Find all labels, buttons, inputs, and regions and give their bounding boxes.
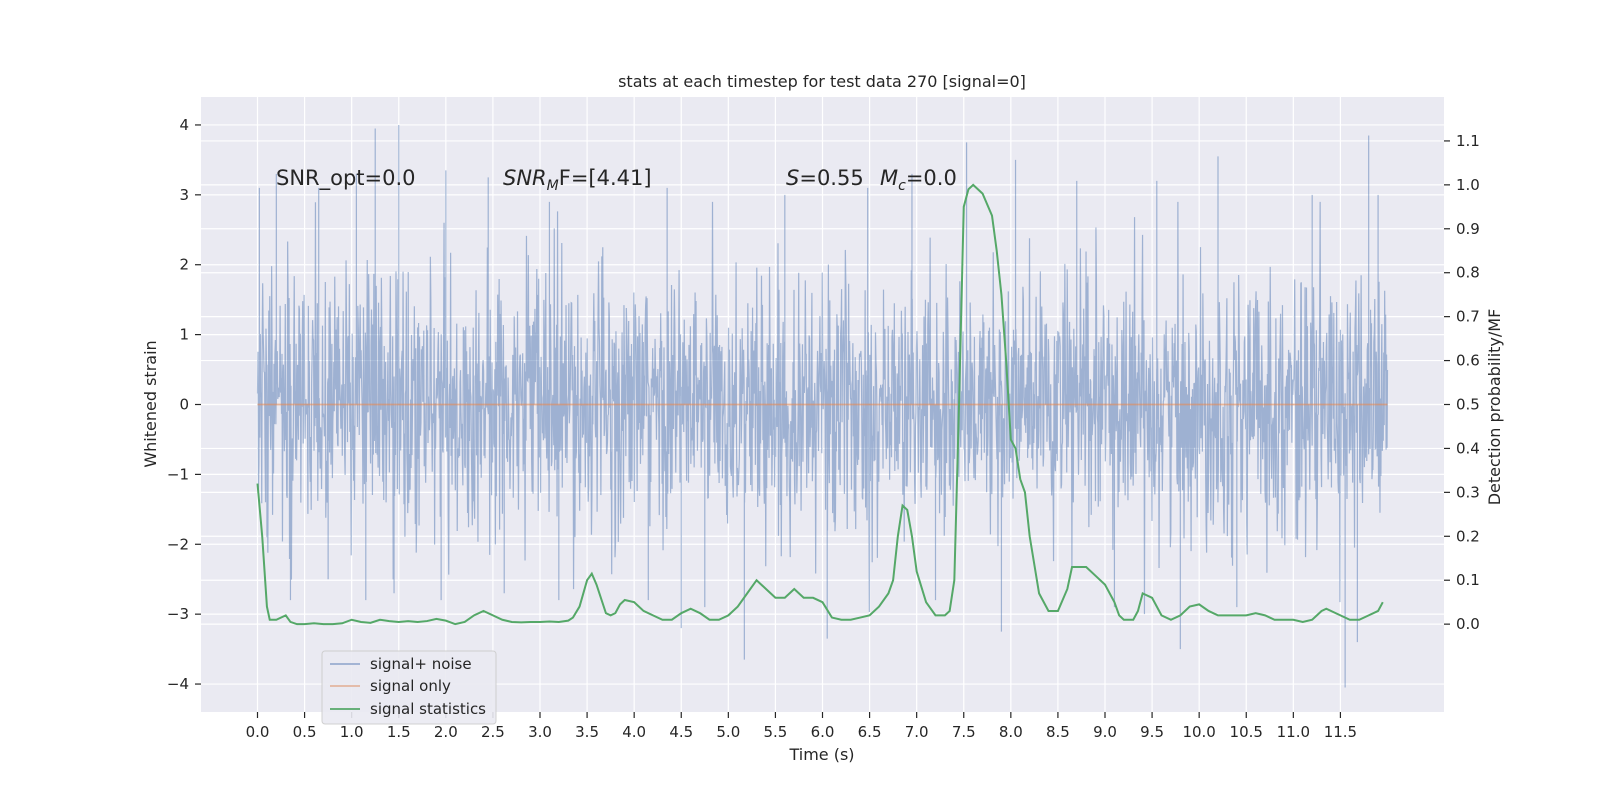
x-tick-label: 9.5 (1140, 723, 1164, 741)
s-annotation: S=0.55 (786, 166, 864, 190)
x-tick-label: 3.0 (528, 723, 552, 741)
legend: signal+ noise signal only signal statist… (321, 650, 497, 725)
snr-mf-base: SNR (503, 166, 547, 190)
s-label: S (786, 166, 799, 190)
snr-mf-subscript: M (547, 178, 559, 194)
snr-mf-rest: F=[4.41] (559, 166, 652, 190)
right-y-tick-label: 0.8 (1456, 264, 1480, 282)
right-y-axis-label: Detection probability/MF (1485, 309, 1504, 506)
x-axis-label: Time (s) (788, 745, 854, 764)
snr-mf-annotation: SNRMF=[4.41] (503, 166, 652, 194)
left-y-tick-label: 4 (179, 116, 189, 134)
x-tick-label: 1.5 (387, 723, 411, 741)
left-y-tick-label: 0 (179, 396, 189, 414)
x-tick-label: 5.0 (716, 723, 740, 741)
mc-base: M (880, 166, 898, 190)
left-y-tick-label: −4 (167, 675, 189, 693)
x-axis-ticks: 0.0 0.5 1.0 1.5 2.0 2.5 3.0 3.5 4.0 4.5 5.0 5.5 6.0 6… (246, 712, 1357, 741)
left-y-tick-label: 2 (179, 256, 189, 274)
x-tick-label: 10.0 (1182, 723, 1215, 741)
x-tick-label: 7.5 (952, 723, 976, 741)
mc-value: =0.0 (906, 166, 957, 190)
right-y-tick-label: 0.1 (1456, 571, 1480, 589)
x-tick-label: 9.0 (1093, 723, 1117, 741)
x-tick-label: 1.0 (340, 723, 364, 741)
left-y-tick-label: 3 (179, 186, 189, 204)
x-tick-label: 6.5 (858, 723, 882, 741)
left-y-tick-label: −3 (167, 605, 189, 623)
left-y-axis-label: Whitened strain (141, 340, 160, 467)
x-tick-label: 7.0 (905, 723, 929, 741)
x-tick-label: 8.0 (999, 723, 1023, 741)
legend-label-noise: signal+ noise (370, 655, 472, 673)
snr-opt-annotation: SNR_opt=0.0 (276, 166, 416, 191)
right-y-tick-label: 0.0 (1456, 615, 1480, 633)
stats-line (256, 183, 1384, 626)
legend-box (321, 650, 497, 725)
x-tick-label: 3.5 (575, 723, 599, 741)
right-y-tick-label: 0.6 (1456, 352, 1480, 370)
right-y-tick-label: 1.0 (1456, 176, 1480, 194)
x-tick-label: 4.0 (622, 723, 646, 741)
mc-subscript: c (898, 178, 906, 194)
x-tick-label: 2.0 (434, 723, 458, 741)
noise-line (256, 124, 1389, 688)
signal-statistics-series (256, 183, 1384, 626)
x-tick-label: 0.5 (293, 723, 317, 741)
chart-title: stats at each timestep for test data 270… (618, 72, 1026, 91)
mc-annotation: Mc=0.0 (880, 166, 957, 194)
legend-label-signal: signal only (370, 677, 451, 695)
x-tick-label: 2.5 (481, 723, 505, 741)
x-tick-label: 8.5 (1046, 723, 1070, 741)
x-tick-label: 11.5 (1324, 723, 1357, 741)
x-tick-label: 11.0 (1277, 723, 1310, 741)
right-y-tick-label: 0.9 (1456, 220, 1480, 238)
x-tick-label: 4.5 (669, 723, 693, 741)
signal-noise-series (256, 124, 1389, 688)
x-tick-label: 5.5 (763, 723, 787, 741)
left-y-tick-label: 1 (179, 326, 189, 344)
right-y-tick-label: 0.2 (1456, 527, 1480, 545)
left-y-tick-label: −1 (167, 465, 189, 483)
x-tick-label: 0.0 (246, 723, 270, 741)
left-y-tick-label: −2 (167, 535, 189, 553)
x-tick-label: 6.0 (811, 723, 835, 741)
right-y-tick-label: 1.1 (1456, 132, 1480, 150)
s-value: =0.55 (799, 166, 863, 190)
x-tick-label: 10.5 (1230, 723, 1263, 741)
right-y-tick-label: 0.5 (1456, 396, 1480, 414)
left-y-axis-ticks: 4 3 2 1 0 −1 −2 −3 −4 (167, 116, 201, 693)
legend-label-stats: signal statistics (370, 700, 486, 718)
right-y-axis-ticks: 1.1 1.0 0.9 0.8 0.7 0.6 0.5 0.4 0.3 0.2 0.1 0.0 (1444, 132, 1480, 633)
right-y-tick-label: 0.7 (1456, 308, 1480, 326)
right-y-tick-label: 0.4 (1456, 439, 1480, 457)
right-y-tick-label: 0.3 (1456, 483, 1480, 501)
